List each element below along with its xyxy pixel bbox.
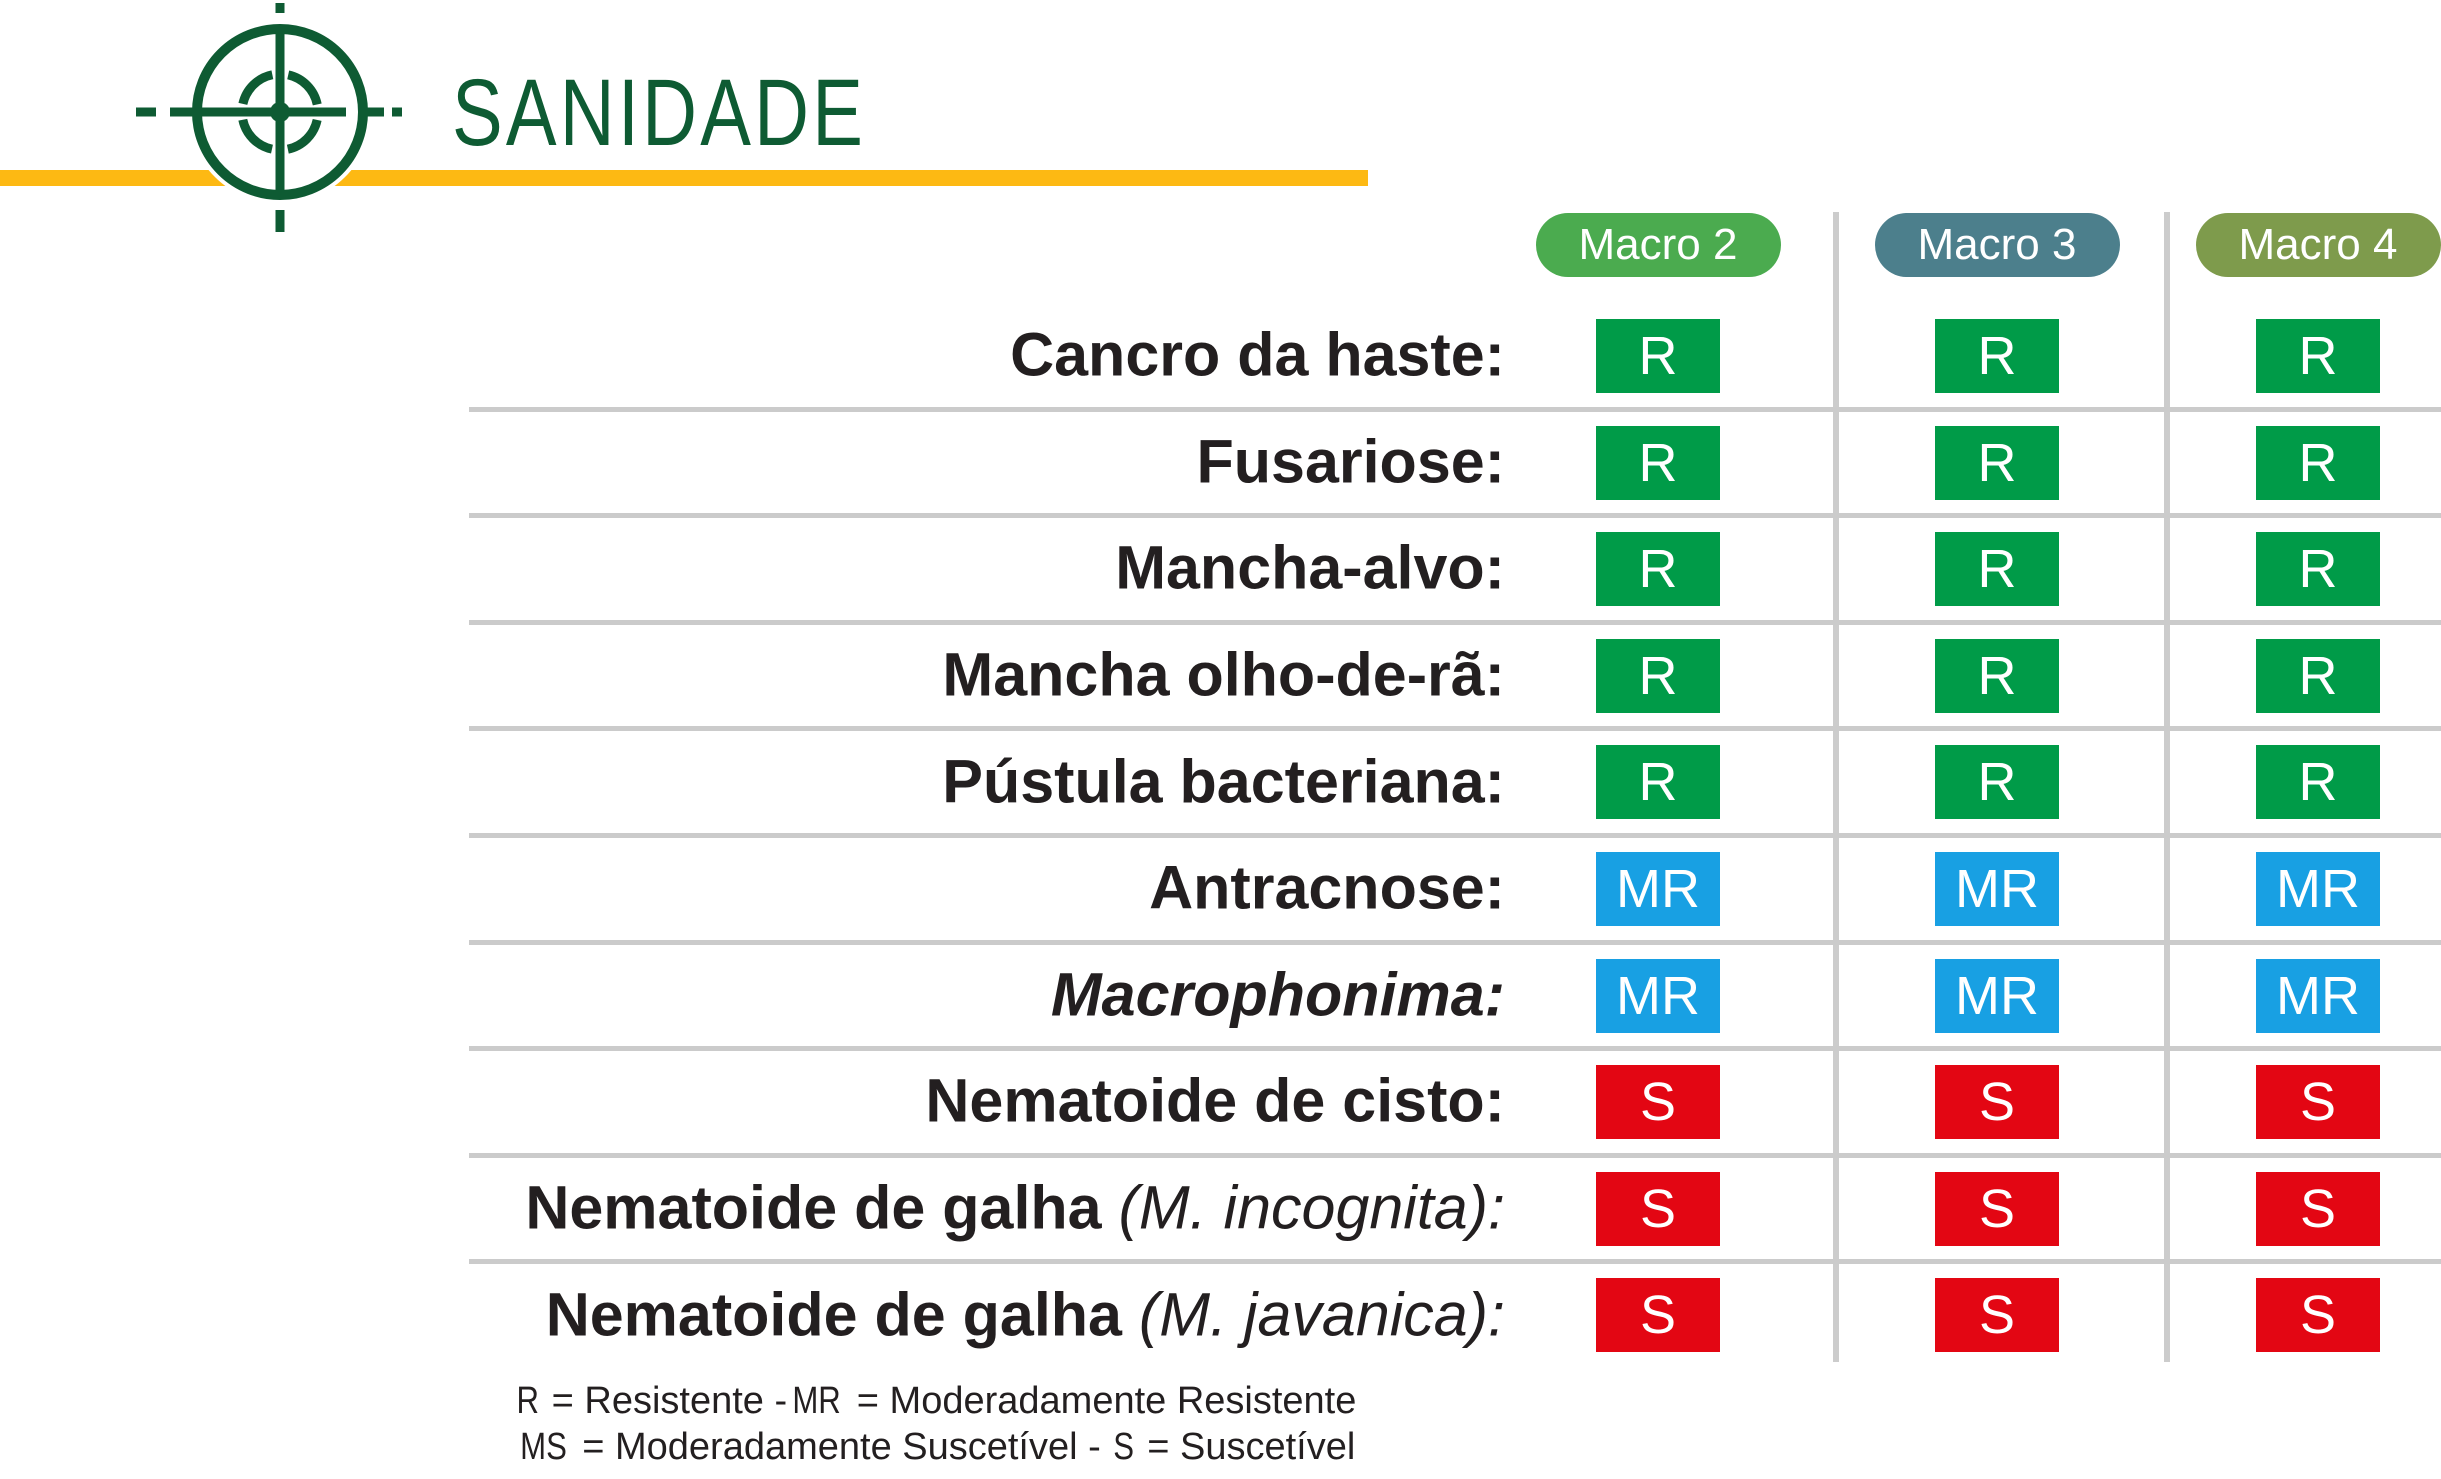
table-row: Pústula bacteriana: R R R xyxy=(0,729,2441,838)
rating-badge: R xyxy=(2256,745,2380,820)
column-header-pill: Macro 2 xyxy=(1535,213,1781,277)
table-row: Antracnose: MR MR MR xyxy=(0,836,2441,945)
row-label: Cancro da haste: xyxy=(1010,320,1505,389)
rating-badge: MR xyxy=(1935,958,2059,1033)
table-row: Nematoide de cisto: S S S xyxy=(0,1049,2441,1158)
legend-text: = Suscetível xyxy=(1136,1426,1356,1468)
table-row: Macrophonima: MR MR MR xyxy=(0,943,2441,1051)
table-row: Mancha-alvo: R R R xyxy=(0,516,2441,625)
table-row: Mancha olho-de-rã: R R R xyxy=(0,623,2441,731)
rating-badge: R xyxy=(1596,319,1720,393)
table-row: Cancro da haste: R R R xyxy=(0,303,2441,412)
legend-line-2: MS = Moderadamente Suscetível - S = Susc… xyxy=(300,1424,1570,1470)
row-label: Mancha olho-de-rã: xyxy=(942,640,1505,709)
legend-rating-code: MS xyxy=(519,1426,567,1468)
rating-badge: R xyxy=(1935,638,2059,713)
row-label: Nematoide de cisto: xyxy=(925,1067,1505,1136)
column-divider-1 xyxy=(1833,212,1839,1362)
row-label-species: (M. incognita): xyxy=(1118,1173,1505,1242)
rating-badge: R xyxy=(2256,532,2380,607)
table-row: Nematoide de galha (M. incognita): S S S xyxy=(0,1156,2441,1264)
sanidade-table: Cancro da haste: R R R Fusariose: R R R Mancha-a… xyxy=(0,303,2441,1369)
rating-badge: S xyxy=(1596,1065,1720,1140)
column-header-pill: Macro 3 xyxy=(1874,213,2120,277)
rating-badge: MR xyxy=(2256,851,2380,926)
rating-badge: R xyxy=(1596,425,1720,500)
rating-badge: R xyxy=(1596,638,1720,713)
rating-badge: MR xyxy=(1596,851,1720,926)
rating-badge: S xyxy=(2256,1065,2380,1140)
legend-text: = Resistente - xyxy=(541,1380,788,1422)
legend-rating-code: R xyxy=(516,1380,539,1422)
rating-badge: R xyxy=(1935,425,2059,500)
row-label: Pústula bacteriana: xyxy=(942,747,1505,816)
rating-badge: R xyxy=(1935,319,2059,393)
page-title: SANIDADE xyxy=(452,60,867,166)
rating-badge: MR xyxy=(1596,958,1720,1033)
row-label: Nematoide de galha (M. javanica): xyxy=(545,1280,1505,1349)
legend: R = Resistente - MR = Moderadamente Resis… xyxy=(300,1378,1570,1470)
column-header-pill: Macro 4 xyxy=(2195,213,2441,277)
legend-rating-code: S xyxy=(1113,1426,1135,1468)
row-label-species: (M. javanica): xyxy=(1138,1280,1505,1349)
rating-badge: R xyxy=(2256,638,2380,713)
legend-line-1: R = Resistente - MR = Moderadamente Resis… xyxy=(300,1378,1570,1424)
rating-badge: R xyxy=(1596,745,1720,820)
table-row: Nematoide de galha (M. javanica): S S S xyxy=(0,1262,2441,1369)
legend-text: = Moderadamente Resistente xyxy=(846,1380,1357,1422)
rating-badge: S xyxy=(1935,1065,2059,1140)
row-label: Mancha-alvo: xyxy=(1115,534,1505,603)
legend-text: = Moderadamente Suscetível - xyxy=(571,1426,1112,1468)
rating-badge: R xyxy=(1596,532,1720,607)
table-row: Fusariose: R R R xyxy=(0,410,2441,518)
rating-badge: R xyxy=(1935,745,2059,820)
rating-badge: MR xyxy=(2256,958,2380,1033)
column-divider-2 xyxy=(2164,212,2170,1362)
rating-badge: MR xyxy=(1935,851,2059,926)
rating-badge: S xyxy=(1596,1278,1720,1353)
rating-badge: R xyxy=(2256,425,2380,500)
row-label: Antracnose: xyxy=(1149,853,1505,922)
rating-badge: R xyxy=(1935,532,2059,607)
rating-badge: S xyxy=(1596,1171,1720,1246)
row-label: Nematoide de galha (M. incognita): xyxy=(525,1173,1505,1242)
rating-badge: S xyxy=(2256,1278,2380,1353)
row-label: Macrophonima: xyxy=(1050,960,1505,1029)
rating-badge: S xyxy=(1935,1171,2059,1246)
rating-badge: S xyxy=(1935,1278,2059,1353)
row-label: Fusariose: xyxy=(1196,427,1506,496)
legend-rating-code: MR xyxy=(792,1380,841,1422)
target-icon xyxy=(136,3,402,232)
rating-badge: S xyxy=(2256,1171,2380,1246)
rating-badge: R xyxy=(2256,319,2380,393)
